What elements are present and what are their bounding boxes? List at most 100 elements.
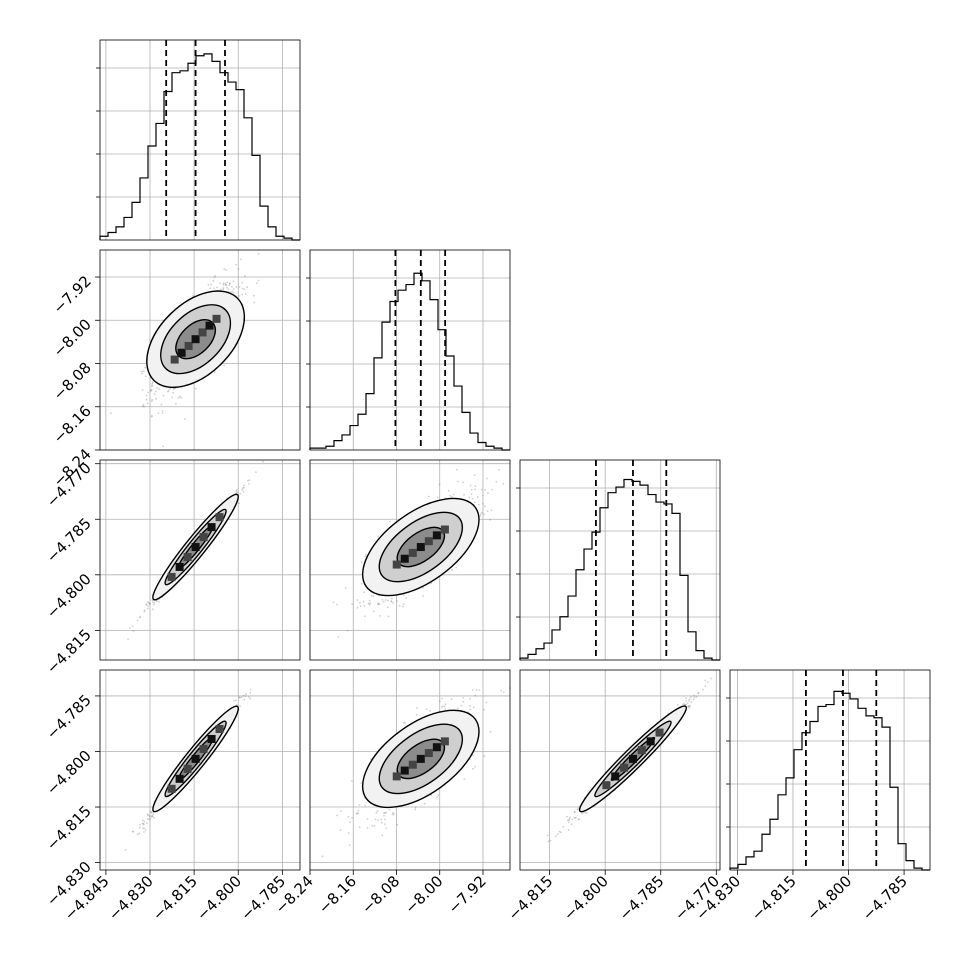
- scatter-point: [381, 834, 383, 836]
- scatter-point: [258, 280, 260, 282]
- scatter-point: [143, 406, 145, 408]
- scatter-point: [155, 391, 157, 393]
- scatter-point: [244, 275, 246, 277]
- density-bin: [409, 549, 417, 557]
- scatter-point: [248, 696, 250, 698]
- scatter-point: [235, 490, 237, 492]
- density-bin: [216, 513, 224, 521]
- scatter-point: [566, 816, 568, 818]
- scatter-point: [233, 292, 235, 294]
- scatter-point: [249, 692, 251, 694]
- scatter-point: [184, 418, 186, 420]
- scatter-point: [457, 481, 459, 483]
- scatter-point: [243, 288, 245, 290]
- scatter-point: [441, 698, 443, 700]
- scatter-point: [437, 497, 439, 499]
- panel-1-0: [100, 250, 300, 450]
- scatter-point: [389, 809, 391, 811]
- scatter-point: [483, 709, 485, 711]
- scatter-point: [470, 485, 472, 487]
- scatter-point: [340, 829, 342, 831]
- density-bin: [200, 533, 208, 541]
- scatter-point: [144, 821, 146, 823]
- scatter-point: [171, 397, 173, 399]
- scatter-point: [403, 603, 405, 605]
- scatter-point: [225, 269, 227, 271]
- scatter-point: [378, 603, 380, 605]
- scatter-point: [472, 498, 474, 500]
- scatter-point: [363, 601, 365, 603]
- scatter-point: [436, 796, 438, 798]
- scatter-point: [142, 823, 144, 825]
- scatter-point: [179, 395, 181, 397]
- scatter-point: [150, 390, 152, 392]
- density-bin: [176, 563, 184, 571]
- scatter-point: [405, 597, 407, 599]
- scatter-point: [474, 474, 476, 476]
- scatter-point: [233, 280, 235, 282]
- scatter-point: [351, 817, 353, 819]
- density-bin: [433, 531, 441, 539]
- scatter-point: [322, 855, 324, 857]
- scatter-point: [490, 731, 492, 733]
- scatter-point: [555, 835, 557, 837]
- density-bin: [441, 737, 449, 745]
- scatter-point: [239, 295, 241, 297]
- scatter-point: [361, 583, 363, 585]
- scatter-point: [360, 605, 362, 607]
- scatter-point: [143, 371, 145, 373]
- density-bin: [206, 322, 214, 330]
- scatter-point: [110, 412, 112, 414]
- scatter-point: [133, 831, 135, 833]
- scatter-point: [396, 600, 398, 602]
- scatter-point: [416, 714, 418, 716]
- scatter-point: [149, 603, 151, 605]
- scatter-point: [225, 283, 227, 285]
- scatter-point: [415, 807, 417, 809]
- scatter-point: [258, 253, 260, 255]
- scatter-point: [486, 702, 488, 704]
- scatter-point: [233, 288, 235, 290]
- density-bin: [393, 772, 401, 780]
- scatter-point: [500, 690, 502, 692]
- scatter-point: [377, 819, 379, 821]
- scatter-point: [139, 617, 141, 619]
- density-bin: [409, 761, 417, 769]
- scatter-point: [480, 515, 482, 517]
- scatter-point: [491, 489, 493, 491]
- scatter-point: [152, 813, 154, 815]
- scatter-point: [357, 607, 359, 609]
- scatter-point: [351, 780, 353, 782]
- scatter-point: [367, 818, 369, 820]
- scatter-point: [223, 365, 225, 367]
- scatter-point: [226, 282, 228, 284]
- hist-panel-1: [306, 250, 510, 450]
- scatter-point: [145, 375, 147, 377]
- scatter-point: [469, 708, 471, 710]
- scatter-point: [385, 599, 387, 601]
- scatter-point: [375, 812, 377, 814]
- scatter-point: [154, 602, 156, 604]
- density-bin: [393, 561, 401, 569]
- scatter-point: [253, 295, 255, 297]
- scatter-point: [377, 810, 379, 812]
- scatter-point: [245, 693, 247, 695]
- scatter-point: [462, 481, 464, 483]
- scatter-point: [498, 469, 500, 471]
- scatter-point: [125, 849, 127, 851]
- density-bin: [417, 543, 425, 551]
- hist-frame-3: [730, 670, 930, 870]
- scatter-point: [345, 587, 347, 589]
- scatter-point: [235, 286, 237, 288]
- scatter-point: [483, 513, 485, 515]
- scatter-point: [228, 288, 230, 290]
- scatter-point: [444, 706, 446, 708]
- scatter-point: [422, 587, 424, 589]
- scatter-point: [243, 695, 245, 697]
- scatter-point: [172, 392, 174, 394]
- scatter-point: [250, 689, 252, 691]
- scatter-point: [243, 699, 245, 701]
- scatter-point: [216, 287, 218, 289]
- scatter-point: [220, 289, 222, 291]
